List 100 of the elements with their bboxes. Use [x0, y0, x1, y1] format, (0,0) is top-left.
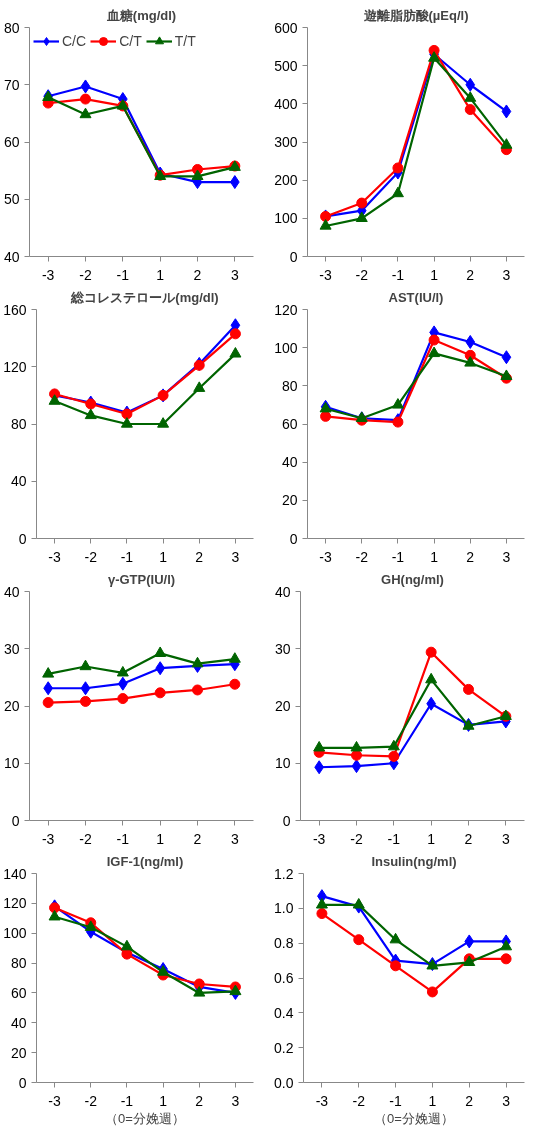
- y-tick-label: 0.2: [274, 1039, 294, 1056]
- y-tick-label: 40: [10, 473, 27, 490]
- x-tick-label: -2: [355, 548, 369, 565]
- x-tick-label: 2: [464, 830, 473, 847]
- x-tick-label: -1: [389, 1092, 403, 1109]
- x-tick-label: 2: [195, 1092, 204, 1109]
- x-tick-label: 3: [501, 830, 510, 847]
- x-tick-label: -3: [48, 548, 62, 565]
- x-tick-label: 1: [156, 266, 165, 283]
- x-tick-label: -1: [116, 830, 130, 847]
- x-tick-label: -2: [79, 830, 92, 847]
- x-tick-label: 2: [466, 548, 475, 565]
- x-tick-label: -2: [350, 830, 363, 847]
- y-tick-label: 80: [281, 377, 298, 394]
- legend-label: T/T: [174, 33, 196, 49]
- y-tick-label: 60: [281, 416, 298, 432]
- y-tick-label: 0: [282, 812, 291, 829]
- x-tick-label: 3: [502, 1092, 511, 1109]
- x-tick-label: -3: [319, 548, 333, 565]
- y-tick-label: 60: [3, 134, 20, 150]
- x-tick-label: -2: [79, 266, 92, 283]
- x-tick-label: 3: [230, 830, 239, 847]
- x-tick-label: -1: [391, 266, 405, 283]
- y-tick-label: 120: [3, 895, 27, 912]
- y-tick-label: 40: [3, 248, 20, 265]
- x-tick-label: 3: [502, 266, 511, 283]
- x-tick-label: -2: [355, 266, 369, 283]
- y-tick-label: 120: [3, 358, 27, 375]
- chart-title: Insulin(ng/ml): [371, 853, 457, 869]
- x-tick-label: 2: [193, 266, 202, 283]
- y-tick-label: 40: [274, 583, 291, 600]
- y-tick-label: 1.0: [274, 900, 294, 917]
- chart-title: γ-GTP(IU/l): [107, 571, 176, 587]
- x-tick-label: 1: [159, 1092, 168, 1109]
- x-tick-label: -3: [48, 1092, 62, 1109]
- chart-title: 総コレステロール(mg/dl): [70, 289, 219, 305]
- chart-title: GH(ng/ml): [381, 571, 444, 587]
- x-tick-label: 2: [466, 266, 475, 283]
- y-tick-label: 1.2: [274, 865, 294, 882]
- chart-title: AST(IU/l): [388, 289, 444, 305]
- x-tick-label: -3: [315, 1092, 329, 1109]
- x-tick-label: -3: [41, 830, 55, 847]
- x-tick-label: 2: [195, 548, 204, 565]
- y-tick-label: 20: [10, 1044, 27, 1061]
- y-tick-label: 600: [274, 19, 298, 36]
- x-tick-label: 3: [230, 266, 239, 283]
- y-tick-label: 10: [3, 755, 20, 772]
- y-tick-label: 80: [10, 416, 27, 432]
- x-tick-label: 1: [430, 548, 439, 565]
- x-tick-label: 1: [156, 830, 165, 847]
- y-tick-label: 0.6: [274, 970, 294, 986]
- x-tick-label: 1: [159, 548, 168, 565]
- y-tick-label: 40: [10, 1014, 27, 1031]
- x-tick-label: -2: [352, 1092, 366, 1109]
- x-tick-label: -1: [387, 830, 401, 847]
- y-tick-label: 50: [3, 191, 20, 208]
- y-tick-label: 30: [274, 640, 291, 657]
- x-tick-label: 2: [193, 830, 202, 847]
- x-tick-label: 1: [427, 830, 436, 847]
- y-tick-label: 400: [274, 95, 298, 112]
- chart-title: IGF-1(ng/ml): [106, 853, 184, 869]
- y-tick-label: 0: [18, 1074, 27, 1091]
- chart-title: 遊離脂肪酸(µEq/l): [363, 7, 469, 23]
- y-tick-label: 20: [274, 698, 291, 714]
- legend-label: C/T: [119, 33, 142, 49]
- x-tick-label: -1: [116, 266, 130, 283]
- chart-title: 血糖(mg/dl): [105, 7, 177, 23]
- x-tick-label: -1: [120, 548, 134, 565]
- y-tick-label: 10: [274, 755, 291, 772]
- x-tick-label: -1: [120, 1092, 134, 1109]
- y-tick-label: 0: [289, 530, 298, 547]
- y-tick-label: 140: [3, 865, 27, 882]
- y-tick-label: 80: [3, 19, 20, 36]
- x-tick-label: 1: [428, 1092, 437, 1109]
- x-tick-label: -2: [84, 548, 98, 565]
- x-tick-label: 1: [430, 266, 439, 283]
- y-tick-label: 60: [10, 984, 27, 1001]
- y-tick-label: 30: [3, 640, 20, 657]
- y-tick-label: 100: [3, 925, 27, 942]
- y-tick-label: 80: [10, 955, 27, 972]
- y-tick-label: 0: [11, 812, 20, 829]
- y-tick-label: 70: [3, 76, 20, 93]
- x-tick-label: 3: [502, 548, 511, 565]
- x-tick-label: -3: [312, 830, 326, 847]
- x-axis-title: （0=分娩週）: [105, 1110, 185, 1126]
- y-tick-label: 500: [274, 57, 298, 74]
- legend-label: C/C: [62, 33, 87, 49]
- y-tick-label: 40: [3, 583, 20, 600]
- y-tick-label: 0: [289, 248, 298, 265]
- x-tick-label: -3: [41, 266, 55, 283]
- y-tick-label: 160: [3, 301, 27, 318]
- y-tick-label: 200: [274, 172, 298, 189]
- x-tick-label: -3: [319, 266, 333, 283]
- y-tick-label: 20: [281, 492, 298, 509]
- x-axis-title: （0=分娩週）: [374, 1110, 454, 1126]
- y-tick-label: 0: [18, 530, 27, 547]
- x-tick-label: 2: [465, 1092, 474, 1109]
- x-tick-label: -1: [391, 548, 405, 565]
- x-tick-label: 3: [231, 548, 240, 565]
- y-tick-label: 0.0: [274, 1074, 294, 1091]
